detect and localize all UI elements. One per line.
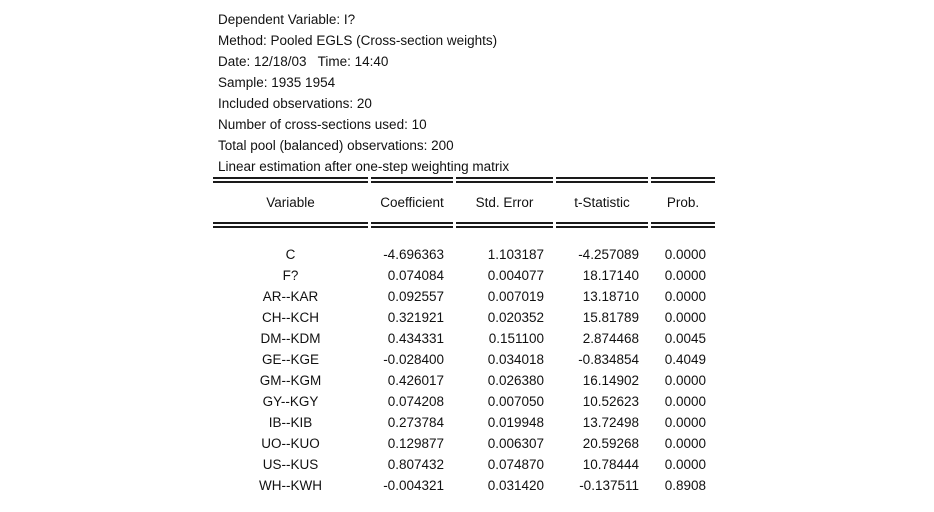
output-header: Dependent Variable: I? Method: Pooled EGL… [218, 9, 509, 177]
results-tbody: C -4.696363 1.103187 -4.257089 0.0000 F? 0.074… [213, 228, 715, 496]
cell-value: -0.028400 [383, 352, 444, 367]
cell-value: 16.14902 [582, 373, 639, 388]
cell-value: 0.019948 [487, 415, 544, 430]
cell-variable: UO--KUO [261, 436, 320, 451]
cell-variable: GY--KGY [262, 394, 319, 409]
table-row: WH--KWH -0.004321 0.031420 -0.137511 0.8908 [213, 475, 715, 496]
cell-value: 0.151100 [488, 331, 544, 346]
cell-value: 0.074208 [387, 394, 444, 409]
cell-value: 0.273784 [387, 415, 444, 430]
table-row: UO--KUO 0.129877 0.006307 20.59268 0.0000 [213, 433, 715, 454]
cell-variable: CH--KCH [262, 310, 319, 325]
cell-value: 0.321921 [387, 310, 444, 325]
cell-value: 0.129877 [387, 436, 444, 451]
cell-value: -4.696363 [383, 247, 444, 262]
cell-value: 0.0000 [664, 394, 706, 409]
table-row: F? 0.074084 0.004077 18.17140 0.0000 [213, 265, 715, 286]
cell-value: 13.18710 [582, 289, 639, 304]
column-header-coefficient: Coefficient [371, 177, 453, 228]
column-header-variable: Variable [213, 177, 368, 228]
cell-value: 0.0000 [664, 247, 706, 262]
cell-value: 0.092557 [387, 289, 444, 304]
table-row: AR--KAR 0.092557 0.007019 13.18710 0.0000 [213, 286, 715, 307]
table-row: IB--KIB 0.273784 0.019948 13.72498 0.0000 [213, 412, 715, 433]
cell-variable: C [285, 247, 296, 262]
output-header-line: Included observations: 20 [218, 96, 372, 111]
output-header-line: Date: 12/18/03 Time: 14:40 [218, 54, 389, 69]
column-header-t-statistic: t-Statistic [556, 177, 648, 228]
output-header-line: Number of cross-sections used: 10 [218, 117, 427, 132]
cell-value: 0.0045 [664, 331, 706, 346]
output-header-line: Sample: 1935 1954 [218, 75, 336, 90]
cell-value: 0.426017 [387, 373, 444, 388]
cell-variable: IB--KIB [268, 415, 313, 430]
cell-value: 0.007019 [487, 289, 544, 304]
column-header-std-error: Std. Error [456, 177, 553, 228]
output-header-line: Method: Pooled EGLS (Cross-section weigh… [218, 33, 498, 48]
cell-value: 0.0000 [664, 436, 706, 451]
table-row: C -4.696363 1.103187 -4.257089 0.0000 [213, 228, 715, 265]
cell-value: -0.004321 [383, 478, 444, 493]
cell-value: 0.0000 [664, 373, 706, 388]
column-header-prob: Prob. [651, 177, 715, 228]
cell-value: 1.103187 [487, 247, 544, 262]
cell-value: 0.007050 [487, 394, 544, 409]
cell-value: 0.074084 [387, 268, 444, 283]
cell-value: 10.52623 [582, 394, 639, 409]
cell-value: 0.031420 [487, 478, 544, 493]
cell-value: 20.59268 [582, 436, 639, 451]
table-row: GY--KGY 0.074208 0.007050 10.52623 0.0000 [213, 391, 715, 412]
cell-value: 0.0000 [664, 268, 706, 283]
cell-value: -0.137511 [579, 478, 639, 493]
cell-variable: DM--KDM [260, 331, 321, 346]
cell-variable: GM--KGM [259, 373, 322, 388]
output-header-line: Linear estimation after one-step weighti… [218, 159, 510, 174]
output-header-line: Dependent Variable: I? [218, 12, 356, 27]
table-row: US--KUS 0.807432 0.074870 10.78444 0.0000 [213, 454, 715, 475]
cell-variable: F? [282, 268, 299, 283]
cell-value: 2.874468 [582, 331, 639, 346]
cell-value: 10.78444 [582, 457, 639, 472]
output-header-line: Total pool (balanced) observations: 200 [218, 138, 454, 153]
cell-value: 0.0000 [664, 457, 706, 472]
cell-variable: GE--KGE [261, 352, 319, 367]
cell-value: 0.026380 [487, 373, 544, 388]
cell-value: 0.434331 [387, 331, 444, 346]
cell-variable: AR--KAR [262, 289, 319, 304]
table-row: CH--KCH 0.321921 0.020352 15.81789 0.0000 [213, 307, 715, 328]
cell-value: 0.0000 [664, 415, 706, 430]
cell-value: 0.807432 [387, 457, 444, 472]
table-row: GM--KGM 0.426017 0.026380 16.14902 0.0000 [213, 370, 715, 391]
cell-value: 0.0000 [664, 289, 706, 304]
cell-value: 0.004077 [487, 268, 544, 283]
cell-value: 0.8908 [664, 478, 706, 493]
cell-value: 0.4049 [664, 352, 706, 367]
column-header-row: Variable Coefficient Std. Error t-Statis… [213, 177, 715, 228]
cell-value: 0.0000 [664, 310, 706, 325]
cell-value: 0.020352 [487, 310, 544, 325]
cell-value: 0.074870 [487, 457, 544, 472]
cell-variable: US--KUS [262, 457, 319, 472]
cell-value: 0.034018 [487, 352, 544, 367]
results-table: Variable Coefficient Std. Error t-Statis… [210, 177, 718, 496]
results-table-header: Variable Coefficient Std. Error t-Statis… [213, 177, 715, 228]
cell-value: 18.17140 [582, 268, 639, 283]
table-row: DM--KDM 0.434331 0.151100 2.874468 0.0045 [213, 328, 715, 349]
cell-variable: WH--KWH [259, 478, 322, 493]
cell-value: -4.257089 [578, 247, 639, 262]
cell-value: -0.834854 [578, 352, 639, 367]
cell-value: 0.006307 [487, 436, 544, 451]
table-row: GE--KGE -0.028400 0.034018 -0.834854 0.4049 [213, 349, 715, 370]
cell-value: 15.81789 [582, 310, 639, 325]
cell-value: 13.72498 [582, 415, 639, 430]
